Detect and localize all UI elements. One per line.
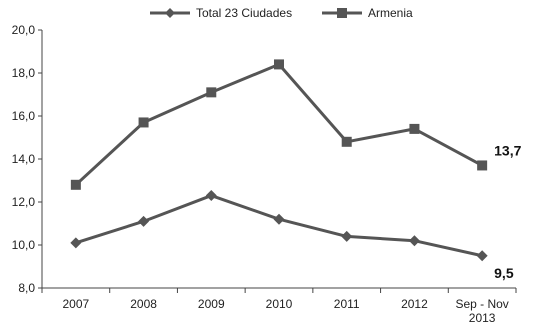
data-point-1-2 [206,87,217,98]
x-tick-label: 2013 [469,311,496,325]
data-point-1-6 [477,160,488,171]
data-point-1-3 [274,59,284,70]
y-tick-label: 20,0 [12,23,36,37]
legend-label: Armenia [368,6,413,20]
y-tick-label: 16,0 [12,109,36,123]
data-point-1-5 [409,123,420,134]
legend-item-0: Total 23 Ciudades [150,6,292,20]
legend-item-1: Armenia [322,6,413,20]
x-tick-label: 2007 [63,297,90,311]
data-point-0-2 [205,190,217,202]
y-tick-label: 10,0 [12,238,36,252]
end-value-label: 9,5 [494,265,514,281]
data-point-0-4 [341,230,353,242]
y-tick-label: 12,0 [12,195,36,209]
legend-label: Total 23 Ciudades [196,6,292,20]
series-line-0 [75,194,483,258]
x-tick-label: 2011 [334,297,360,311]
data-point-0-6 [476,250,488,262]
y-tick-label: 8,0 [18,281,35,295]
series-layer [70,59,488,262]
legend: Total 23 Ciudades Armenia [150,6,413,20]
series-line-1 [74,62,483,186]
data-point-0-1 [138,215,150,227]
legend-marker [165,8,175,18]
data-point-1-4 [341,136,352,147]
x-tick-label: 2010 [266,297,293,311]
data-point-1-0 [70,179,81,190]
x-tick-label: 2008 [130,297,157,311]
data-point-1-1 [138,117,149,128]
y-tick-label: 14,0 [12,152,36,166]
end-value-label: 13,7 [494,142,521,158]
data-point-0-5 [408,235,420,247]
legend-marker [337,8,347,18]
data-point-0-3 [273,213,285,225]
data-point-0-0 [70,237,82,249]
x-tick-label: 2009 [198,297,225,311]
y-tick-label: 18,0 [12,66,36,80]
axes: 8,0 10,0 12,0 14,0 16,0 18,0 20,0 2007 2008 2009 2… [12,23,517,325]
x-tick-label: 2012 [401,297,428,311]
end-labels: 9,5 13,7 [494,142,521,280]
x-tick-label: Sep - Nov [455,297,508,311]
